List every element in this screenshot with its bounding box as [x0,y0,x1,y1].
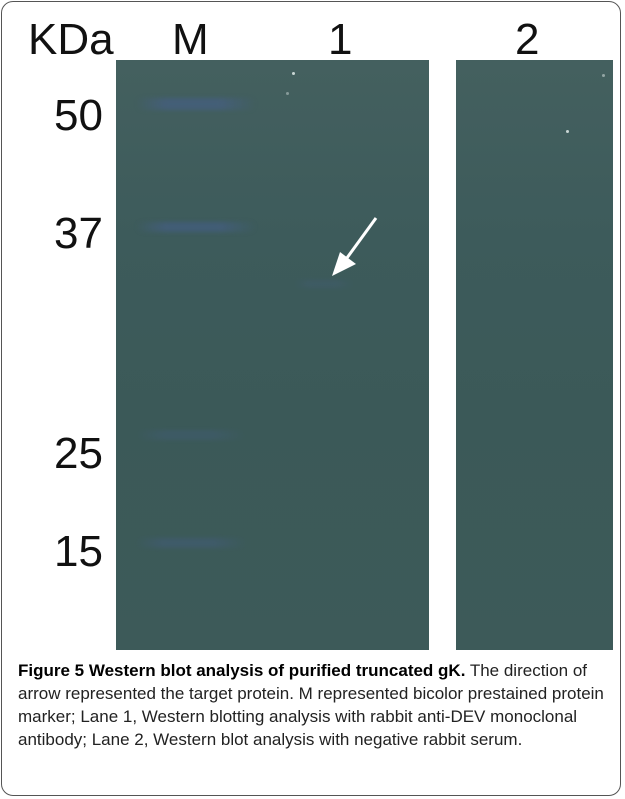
arrow-icon [332,217,378,276]
caption-title: Figure 5 Western blot analysis of purifi… [18,661,466,680]
target-protein-band [294,280,354,288]
caption-body: The direction of arrow represented the t… [18,661,604,749]
speck [566,130,569,133]
mw-label-25: 25 [54,429,103,478]
mw-label-15: 15 [54,527,103,576]
marker-band-37 [136,222,256,232]
figure-caption: Figure 5 Western blot analysis of purifi… [18,660,614,752]
speck [602,74,605,77]
marker-band-15 [136,538,246,548]
unit-label: KDa [28,15,114,64]
marker-band-25 [136,430,246,440]
marker-band-50 [136,98,256,110]
mw-label-37: 37 [54,209,103,258]
speck [292,72,295,75]
mw-label-50: 50 [54,91,103,140]
speck [286,92,289,95]
lane-label-1: 1 [328,15,353,64]
blot-panel-right [456,60,613,650]
lane-label-2: 2 [515,15,540,64]
blot-panel-left [116,60,429,650]
lane-label-marker: M [172,15,209,64]
